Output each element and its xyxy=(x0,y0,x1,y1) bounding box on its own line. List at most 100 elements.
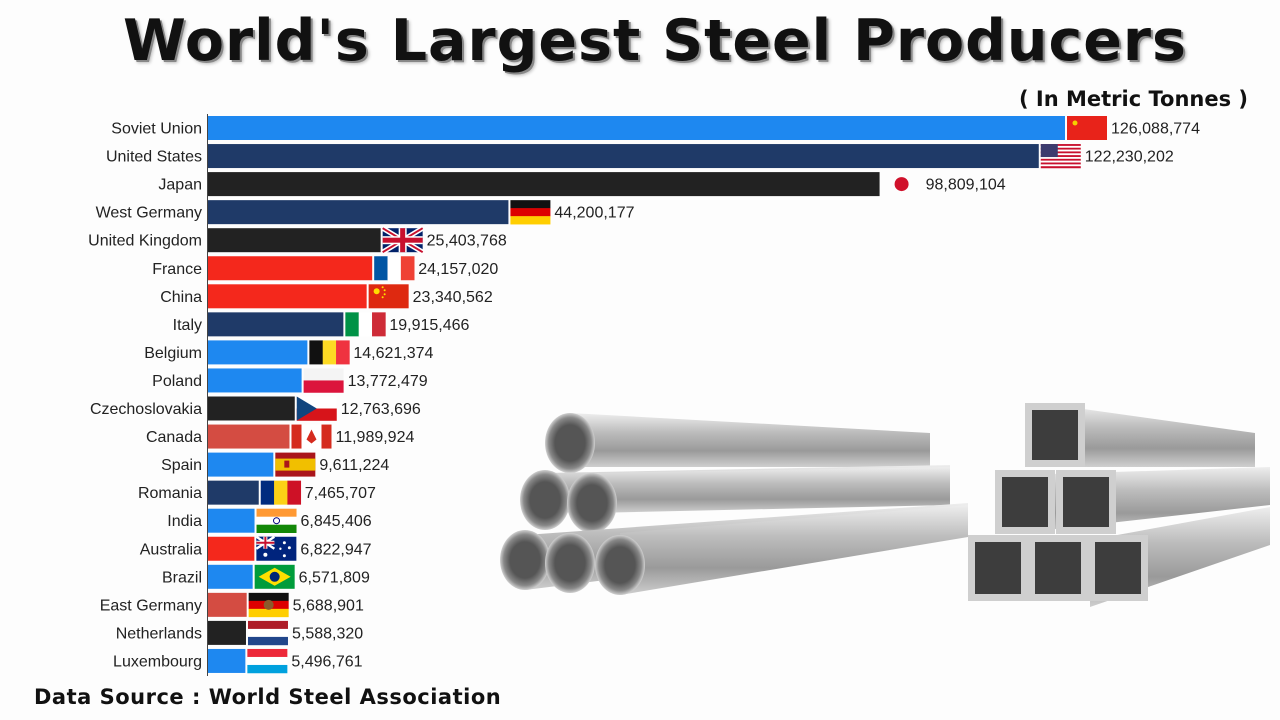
category-label: United States xyxy=(106,149,202,166)
category-label: Romania xyxy=(138,485,202,502)
value-label: 5,496,761 xyxy=(291,653,362,670)
bar xyxy=(208,592,247,617)
value-label: 5,688,901 xyxy=(293,597,364,614)
value-label: 7,465,707 xyxy=(305,485,376,502)
flag-west-germany-icon xyxy=(510,200,551,225)
value-label: 11,989,924 xyxy=(335,429,414,446)
bar xyxy=(208,340,308,365)
bar-row: France 24,157,020 xyxy=(152,256,498,281)
bar-row: Italy 19,915,466 xyxy=(173,312,470,337)
bar-row: Poland 13,772,479 xyxy=(152,368,428,393)
bar-row: Japan 98,809,104 xyxy=(158,172,1006,197)
bar-row: United Kingdom 25,403,768 xyxy=(88,226,507,255)
bar-row: West Germany 44,200,177 xyxy=(96,200,635,225)
flag-romania-icon xyxy=(260,480,302,505)
flag-spain-icon xyxy=(275,452,316,477)
flag-india-icon xyxy=(256,508,297,533)
bar xyxy=(208,312,344,337)
bar-row: Brazil 6,571,809 xyxy=(162,564,370,589)
bar xyxy=(208,144,1039,169)
value-label: 19,915,466 xyxy=(389,317,469,334)
bar xyxy=(208,536,255,561)
value-label: 12,763,696 xyxy=(341,401,421,418)
value-label: 122,230,202 xyxy=(1085,149,1174,166)
bar-row: Spain 9,611,224 xyxy=(161,452,389,477)
flag-china-icon xyxy=(368,284,409,309)
chart-subtitle: ( In Metric Tonnes ) xyxy=(1019,87,1248,111)
value-label: 6,571,809 xyxy=(299,569,370,586)
bar-row: East Germany 5,688,901 xyxy=(100,592,364,618)
bar xyxy=(208,452,274,477)
bar-row: China 23,340,562 xyxy=(160,284,493,309)
category-label: West Germany xyxy=(96,205,202,222)
category-label: Canada xyxy=(146,429,202,446)
category-label: India xyxy=(167,513,202,530)
flag-italy-icon xyxy=(345,312,386,337)
data-source-note: Data Source : World Steel Association xyxy=(34,685,502,709)
bar xyxy=(208,424,290,449)
value-label: 5,588,320 xyxy=(292,625,363,642)
bar-row: Canada 11,989,924 xyxy=(146,424,414,449)
value-label: 23,340,562 xyxy=(413,289,493,306)
bar-row: Romania 7,465,707 xyxy=(138,480,376,505)
value-label: 98,809,104 xyxy=(926,177,1006,194)
bar-row: Soviet Union 126,088,774 xyxy=(111,116,1200,140)
value-label: 6,845,406 xyxy=(301,513,372,530)
category-label: China xyxy=(160,289,202,306)
chart-title: World's Largest Steel Producers xyxy=(123,8,1187,74)
bar xyxy=(208,200,509,225)
category-label: United Kingdom xyxy=(88,233,202,250)
flag-belgium-icon xyxy=(309,340,350,365)
category-label: Brazil xyxy=(162,569,202,586)
value-label: 44,200,177 xyxy=(554,205,634,222)
category-label: East Germany xyxy=(100,597,202,614)
bar xyxy=(208,620,246,645)
bar xyxy=(208,564,253,589)
flag-poland-icon xyxy=(303,368,344,393)
category-label: Italy xyxy=(173,317,202,334)
category-label: Soviet Union xyxy=(111,121,202,138)
bar-row: India 6,845,406 xyxy=(167,508,372,533)
flag-netherlands-icon xyxy=(247,620,288,646)
category-label: Czechoslovakia xyxy=(90,401,202,418)
value-label: 14,621,374 xyxy=(353,345,433,362)
square-tubes xyxy=(968,403,1270,607)
round-pipes xyxy=(500,413,968,595)
bar xyxy=(208,228,381,253)
category-label: Australia xyxy=(140,541,202,558)
bar xyxy=(208,396,295,421)
flag-australia-icon xyxy=(255,535,297,561)
flag-brazil-icon xyxy=(254,564,295,589)
category-label: Spain xyxy=(161,457,202,474)
bar xyxy=(208,172,880,197)
bar xyxy=(208,648,246,673)
bar xyxy=(208,116,1065,140)
flag-soviet-union-icon xyxy=(1067,116,1107,140)
bar xyxy=(208,480,259,505)
steel-pipes-illustration xyxy=(500,403,1270,607)
bar-row: United States 122,230,202 xyxy=(106,144,1174,169)
flag-united-states-icon xyxy=(1040,144,1081,169)
flag-east-germany-icon xyxy=(248,592,289,618)
bar-row: Australia 6,822,947 xyxy=(140,535,372,561)
value-label: 126,088,774 xyxy=(1111,121,1200,138)
bar-row: Czechoslovakia 12,763,696 xyxy=(90,396,421,421)
bar xyxy=(208,284,367,309)
bar xyxy=(208,256,373,281)
value-label: 9,611,224 xyxy=(319,457,389,474)
bar-row: Belgium 14,621,374 xyxy=(144,340,434,365)
category-label: Belgium xyxy=(144,345,202,362)
flag-france-icon xyxy=(374,256,415,281)
category-label: Poland xyxy=(152,373,202,390)
category-label: Luxembourg xyxy=(113,653,202,670)
category-label: Japan xyxy=(158,177,202,194)
bar xyxy=(208,508,255,533)
value-label: 13,772,479 xyxy=(348,373,428,390)
flag-japan-icon xyxy=(881,172,922,197)
flag-united-kingdom-icon xyxy=(381,226,424,255)
category-label: France xyxy=(152,261,202,278)
bar xyxy=(208,368,302,393)
bar-row: Luxembourg 5,496,761 xyxy=(113,648,363,674)
value-label: 24,157,020 xyxy=(418,261,498,278)
